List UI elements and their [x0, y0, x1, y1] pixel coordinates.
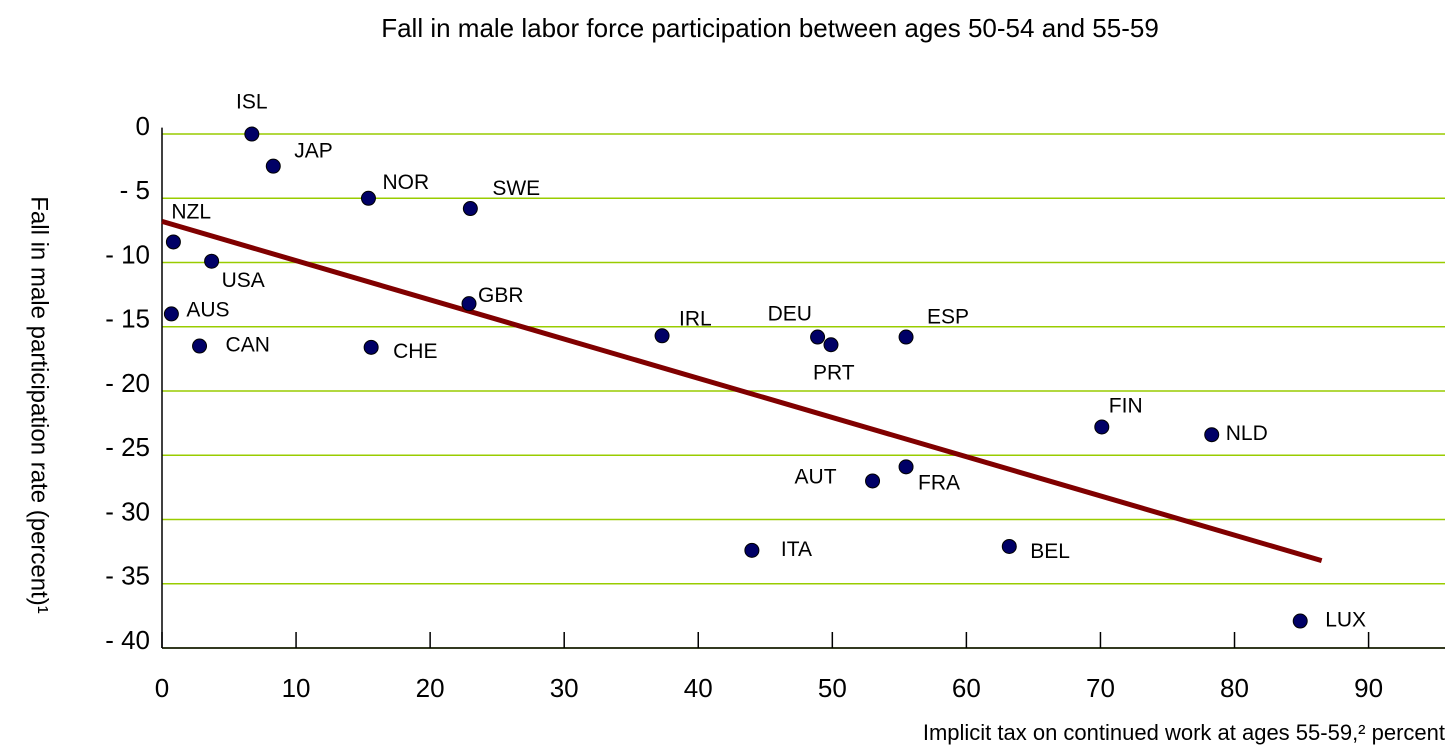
point — [360, 190, 376, 206]
y-tick-label: - 25 — [105, 432, 150, 462]
point — [865, 473, 881, 489]
point — [163, 306, 179, 322]
point-label: PRT — [813, 361, 855, 384]
x-tick-label: 10 — [282, 673, 311, 703]
y-tick-label: - 10 — [105, 239, 150, 269]
point — [265, 158, 281, 174]
x-axis-label: Implicit tax on continued work at ages 5… — [923, 720, 1445, 745]
point — [461, 296, 477, 312]
point-label: FIN — [1109, 395, 1143, 418]
point — [810, 329, 826, 345]
y-tick-label: - 40 — [105, 625, 150, 655]
x-tick-label: 40 — [684, 673, 713, 703]
x-tick-label: 80 — [1220, 673, 1249, 703]
point — [204, 253, 220, 269]
x-tick-label: 30 — [550, 673, 579, 703]
point — [244, 126, 260, 142]
point-label: SWE — [492, 177, 540, 200]
point-label: AUS — [186, 298, 229, 321]
point-label: ISL — [236, 91, 268, 114]
point — [744, 542, 760, 558]
point-label: ITA — [781, 538, 812, 561]
x-tick-label: 0 — [155, 673, 169, 703]
point — [1292, 613, 1308, 629]
point-label: LUX — [1325, 609, 1366, 632]
x-tick-label: 20 — [416, 673, 445, 703]
point — [363, 339, 379, 355]
point — [898, 459, 914, 475]
point — [1001, 538, 1017, 554]
x-tick-label: 90 — [1354, 673, 1383, 703]
point — [192, 338, 208, 354]
chart-title: Fall in male labor force participation b… — [381, 13, 1159, 43]
point-label: GBR — [478, 284, 524, 307]
x-tick-label: 60 — [952, 673, 981, 703]
y-tick-label: - 20 — [105, 368, 150, 398]
point-label: IRL — [679, 307, 712, 330]
x-tick-label: 70 — [1086, 673, 1115, 703]
point-label: DEU — [768, 303, 812, 326]
point-label: AUT — [795, 466, 837, 489]
y-axis-label: Fall in male participation rate (percent… — [26, 196, 53, 614]
y-tick-label: - 35 — [105, 561, 150, 591]
trend-line — [161, 219, 1323, 564]
y-tick-label: - 30 — [105, 496, 150, 526]
point — [898, 329, 914, 345]
point — [654, 328, 670, 344]
y-tick-label: - 5 — [120, 175, 150, 205]
point — [462, 201, 478, 217]
point — [1094, 419, 1110, 435]
point-label: NOR — [382, 171, 429, 194]
y-tick-label: - 15 — [105, 304, 150, 334]
point — [165, 234, 181, 250]
point — [1204, 427, 1220, 443]
point-label: JAP — [294, 140, 333, 163]
point-label: BEL — [1030, 540, 1070, 563]
point-label: CAN — [226, 334, 270, 357]
point-label: NZL — [171, 201, 211, 224]
point — [823, 337, 839, 353]
y-tick-label: 0 — [136, 111, 150, 141]
point-label: USA — [222, 269, 265, 292]
point-label: FRA — [918, 471, 960, 494]
point-label: NLD — [1226, 422, 1268, 445]
x-tick-label: 50 — [818, 673, 847, 703]
point-label: CHE — [393, 340, 437, 363]
point-label: ESP — [927, 306, 969, 329]
